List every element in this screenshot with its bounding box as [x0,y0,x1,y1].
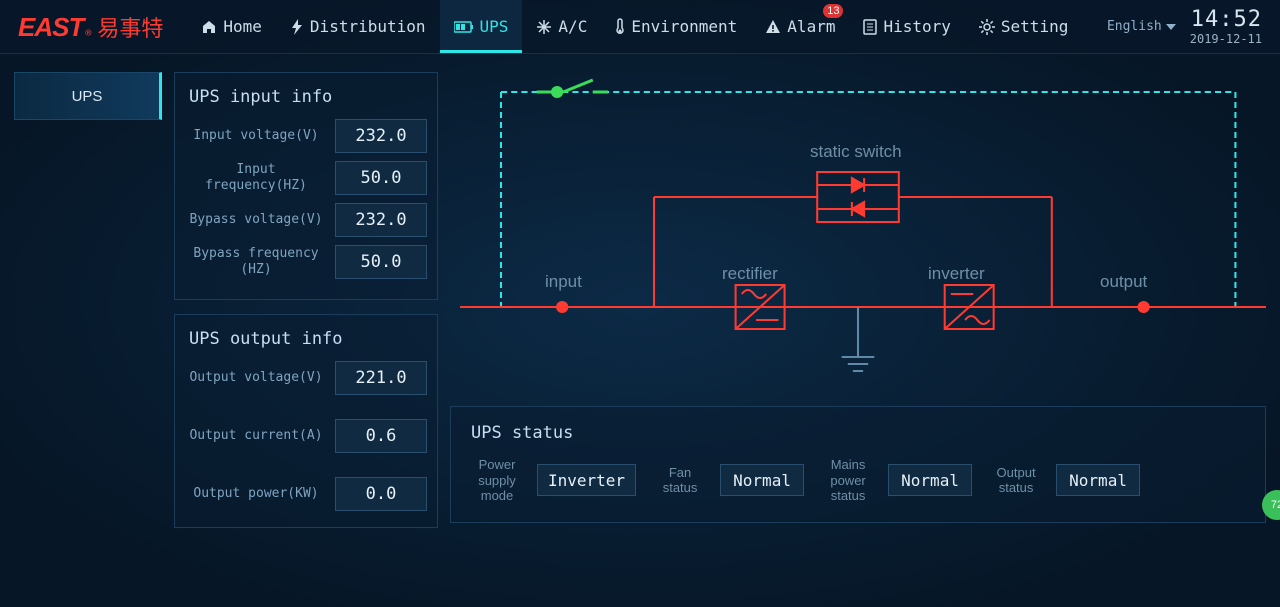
diagram-column: static switch input rectifier inverter o… [450,72,1266,528]
status-pair: Power supply mode Inverter [467,457,636,504]
kv-label: Output voltage(V) [185,370,327,386]
kv-label: Output power(KW) [185,486,327,502]
kv-value: 232.0 [335,203,427,237]
kv-row: Bypass frequency (HZ) 50.0 [185,245,427,279]
kv-value: 50.0 [335,161,427,195]
panel-title: UPS output info [189,329,427,349]
ups-input-panel: UPS input info Input voltage(V) 232.0 In… [174,72,438,300]
panel-title: UPS input info [189,87,427,107]
nav-home[interactable]: Home [187,0,276,53]
sidebar: UPS [14,72,162,528]
panel-title: UPS status [471,423,1249,443]
status-value: Normal [888,464,972,496]
warn-icon [765,19,781,35]
chevron-down-icon [1166,24,1176,30]
nav-label: Environment [631,17,737,36]
clock-time: 14:52 [1190,7,1262,32]
language-label: English [1107,19,1162,34]
snow-icon [536,19,552,35]
nav-history[interactable]: History [849,0,964,53]
sidebar-item-ups[interactable]: UPS [14,72,162,120]
kv-row: Bypass voltage(V) 232.0 [185,203,427,237]
bolt-icon [290,19,304,35]
logo-reg-mark: ® [85,28,91,39]
kv-label: Input frequency(HZ) [185,162,327,193]
nav-label: Alarm [787,17,835,36]
kv-value: 0.6 [335,419,427,453]
kv-row: Input voltage(V) 232.0 [185,119,427,153]
kv-value: 0.0 [335,477,427,511]
status-pair: Mains power status Normal [818,457,972,504]
label-static-switch: static switch [810,142,902,162]
nav-label: Distribution [310,17,426,36]
clock: 14:52 2019-12-11 [1190,7,1262,46]
kv-row: Output power(KW) 0.0 [185,477,427,511]
nav-distribution[interactable]: Distribution [276,0,440,53]
navbar: EAST ® 易事特 Home Distribution UPS A/C Env… [0,0,1280,54]
nav-label: Setting [1001,17,1068,36]
status-label: Output status [986,465,1046,496]
nav-label: History [883,17,950,36]
ups-diagram: static switch input rectifier inverter o… [450,72,1266,392]
nav-label: Home [223,17,262,36]
nav-environment[interactable]: Environment [601,0,751,53]
status-label: Mains power status [818,457,878,504]
kv-value: 221.0 [335,361,427,395]
nav-ac[interactable]: A/C [522,0,601,53]
nav-ups[interactable]: UPS [440,0,523,53]
status-pair: Fan status Normal [650,464,804,496]
status-value: Inverter [537,464,636,496]
logo-cn: 易事特 [97,11,163,43]
status-label: Fan status [650,465,710,496]
kv-label: Bypass frequency (HZ) [185,246,327,277]
label-input: input [545,272,582,292]
status-value: Normal [720,464,804,496]
ups-status-panel: UPS status Power supply mode Inverter Fa… [450,406,1266,523]
nav-label: A/C [558,17,587,36]
kv-row: Output current(A) 0.6 [185,419,427,453]
kv-value: 232.0 [335,119,427,153]
side-bubble-value: 72 [1271,499,1280,511]
gear-icon [979,19,995,35]
kv-label: Bypass voltage(V) [185,212,327,228]
info-column: UPS input info Input voltage(V) 232.0 In… [174,72,438,528]
kv-label: Input voltage(V) [185,128,327,144]
list-icon [863,19,877,35]
status-pair: Output status Normal [986,464,1140,496]
kv-label: Output current(A) [185,428,327,444]
home-icon [201,19,217,35]
nav-setting[interactable]: Setting [965,0,1082,53]
sidebar-item-label: UPS [72,88,103,105]
kv-value: 50.0 [335,245,427,279]
kv-row: Output voltage(V) 221.0 [185,361,427,395]
clock-date: 2019-12-11 [1190,32,1262,46]
status-label: Power supply mode [467,457,527,504]
label-rectifier: rectifier [722,264,778,284]
logo-text: EAST [18,12,83,43]
label-inverter: inverter [928,264,985,284]
battery-icon [454,21,474,33]
nav-right: English 14:52 2019-12-11 [1107,7,1272,46]
kv-row: Input frequency(HZ) 50.0 [185,161,427,195]
language-select[interactable]: English [1107,19,1176,34]
thermo-icon [615,18,625,36]
nav-alarm[interactable]: Alarm 13 [751,0,849,53]
brand-logo: EAST ® 易事特 [18,11,163,43]
label-output: output [1100,272,1147,292]
status-value: Normal [1056,464,1140,496]
status-row: Power supply mode Inverter Fan status No… [467,457,1249,504]
nav-menu: Home Distribution UPS A/C Environment Al… [187,0,1082,53]
alarm-badge: 13 [823,4,843,18]
ups-output-panel: UPS output info Output voltage(V) 221.0 … [174,314,438,528]
main: UPS UPS input info Input voltage(V) 232.… [0,54,1280,528]
nav-label: UPS [480,17,509,36]
